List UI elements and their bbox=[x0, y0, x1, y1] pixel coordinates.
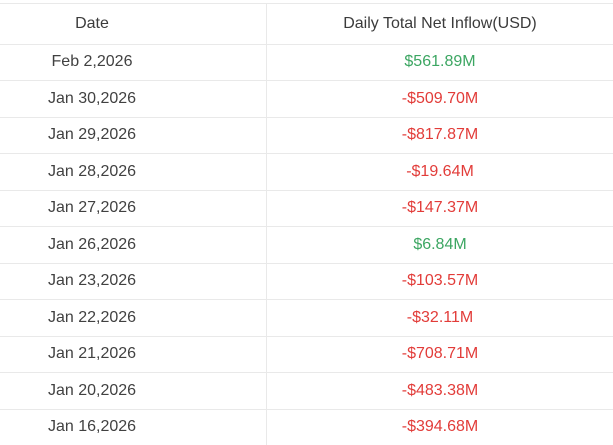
table-row: Jan 26,2026 $6.84M bbox=[0, 227, 613, 264]
table-row: Jan 29,2026 -$817.87M bbox=[0, 117, 613, 154]
daily-net-inflow-table: Date Daily Total Net Inflow(USD) Feb 2,2… bbox=[0, 3, 613, 445]
table-row: Jan 27,2026 -$147.37M bbox=[0, 190, 613, 227]
inflow-value-cell: -$147.37M bbox=[401, 199, 479, 217]
table-header-row: Date Daily Total Net Inflow(USD) bbox=[0, 4, 613, 45]
inflow-value-cell: -$32.11M bbox=[406, 308, 474, 326]
table-row: Feb 2,2026 $561.89M bbox=[0, 44, 613, 81]
date-cell: Jan 30,2026 bbox=[0, 81, 267, 117]
inflow-value-cell: -$817.87M bbox=[401, 126, 479, 144]
table-row: Jan 16,2026 -$394.68M bbox=[0, 409, 613, 445]
column-header-date: Date bbox=[0, 4, 267, 44]
date-cell: Jan 29,2026 bbox=[0, 117, 267, 153]
table-row: Jan 20,2026 -$483.38M bbox=[0, 373, 613, 410]
date-cell: Jan 16,2026 bbox=[0, 409, 267, 445]
table-row: Jan 23,2026 -$103.57M bbox=[0, 263, 613, 300]
date-cell: Jan 21,2026 bbox=[0, 336, 267, 372]
table-row: Jan 22,2026 -$32.11M bbox=[0, 300, 613, 337]
inflow-value-cell: -$103.57M bbox=[401, 272, 479, 290]
inflow-value-cell: $6.84M bbox=[413, 235, 467, 253]
date-cell: Jan 27,2026 bbox=[0, 190, 267, 226]
column-header-daily-net-inflow: Daily Total Net Inflow(USD) bbox=[343, 14, 537, 32]
table-row: Jan 21,2026 -$708.71M bbox=[0, 336, 613, 373]
date-cell: Jan 23,2026 bbox=[0, 263, 267, 299]
inflow-value-cell: -$483.38M bbox=[401, 381, 479, 399]
date-cell: Feb 2,2026 bbox=[0, 44, 267, 80]
table-row: Jan 30,2026 -$509.70M bbox=[0, 81, 613, 118]
table-row: Jan 28,2026 -$19.64M bbox=[0, 154, 613, 191]
inflow-value-cell: -$19.64M bbox=[406, 162, 474, 180]
inflow-value-cell: -$509.70M bbox=[401, 89, 479, 107]
date-cell: Jan 28,2026 bbox=[0, 154, 267, 190]
table-body: Feb 2,2026 $561.89M Jan 30,2026 -$509.70M Ja… bbox=[0, 44, 613, 445]
inflow-value-cell: $561.89M bbox=[404, 53, 476, 71]
inflow-value-cell: -$394.68M bbox=[401, 418, 479, 436]
date-cell: Jan 22,2026 bbox=[0, 300, 267, 336]
date-cell: Jan 26,2026 bbox=[0, 227, 267, 263]
inflow-value-cell: -$708.71M bbox=[401, 345, 479, 363]
date-cell: Jan 20,2026 bbox=[0, 373, 267, 409]
